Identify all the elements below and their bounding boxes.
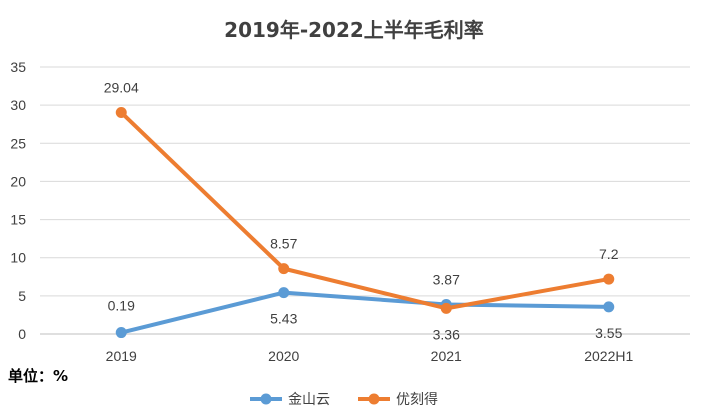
data-point: [440, 302, 452, 314]
y-tick-label: 0: [18, 326, 26, 342]
y-tick-label: 15: [10, 212, 26, 228]
y-tick-label: 35: [10, 59, 26, 75]
data-label: 3.36: [433, 326, 460, 342]
data-label: 0.19: [108, 298, 135, 314]
legend-swatch-marker: [368, 393, 380, 405]
data-point: [278, 287, 290, 299]
x-tick-label: 2020: [268, 348, 299, 364]
legend-label: 优刻得: [396, 391, 438, 408]
data-label: 3.87: [433, 271, 460, 287]
unit-label: 单位：%: [8, 367, 68, 385]
y-tick-label: 25: [10, 135, 26, 151]
data-point: [603, 301, 615, 313]
x-tick-label: 2022H1: [584, 348, 633, 364]
x-tick-label: 2021: [431, 348, 462, 364]
data-label: 8.57: [270, 236, 297, 252]
data-point: [603, 273, 615, 285]
data-point: [115, 327, 127, 339]
data-point: [115, 106, 127, 118]
legend-swatch-marker: [260, 393, 272, 405]
y-tick-label: 30: [10, 97, 26, 113]
y-tick-label: 5: [18, 288, 26, 304]
series-line-0: [119, 290, 611, 335]
y-tick-label: 10: [10, 250, 26, 266]
legend-label: 金山云: [288, 392, 330, 408]
data-label: 3.55: [595, 325, 622, 341]
data-label: 7.2: [599, 246, 619, 262]
series-line-1: [119, 110, 611, 311]
chart-title: 2019年-2022上半年毛利率: [224, 18, 484, 42]
data-label: 29.04: [104, 79, 139, 95]
data-point: [278, 263, 290, 275]
data-label: 5.43: [270, 311, 297, 327]
y-tick-label: 20: [10, 173, 26, 189]
x-tick-label: 2019: [106, 348, 137, 364]
